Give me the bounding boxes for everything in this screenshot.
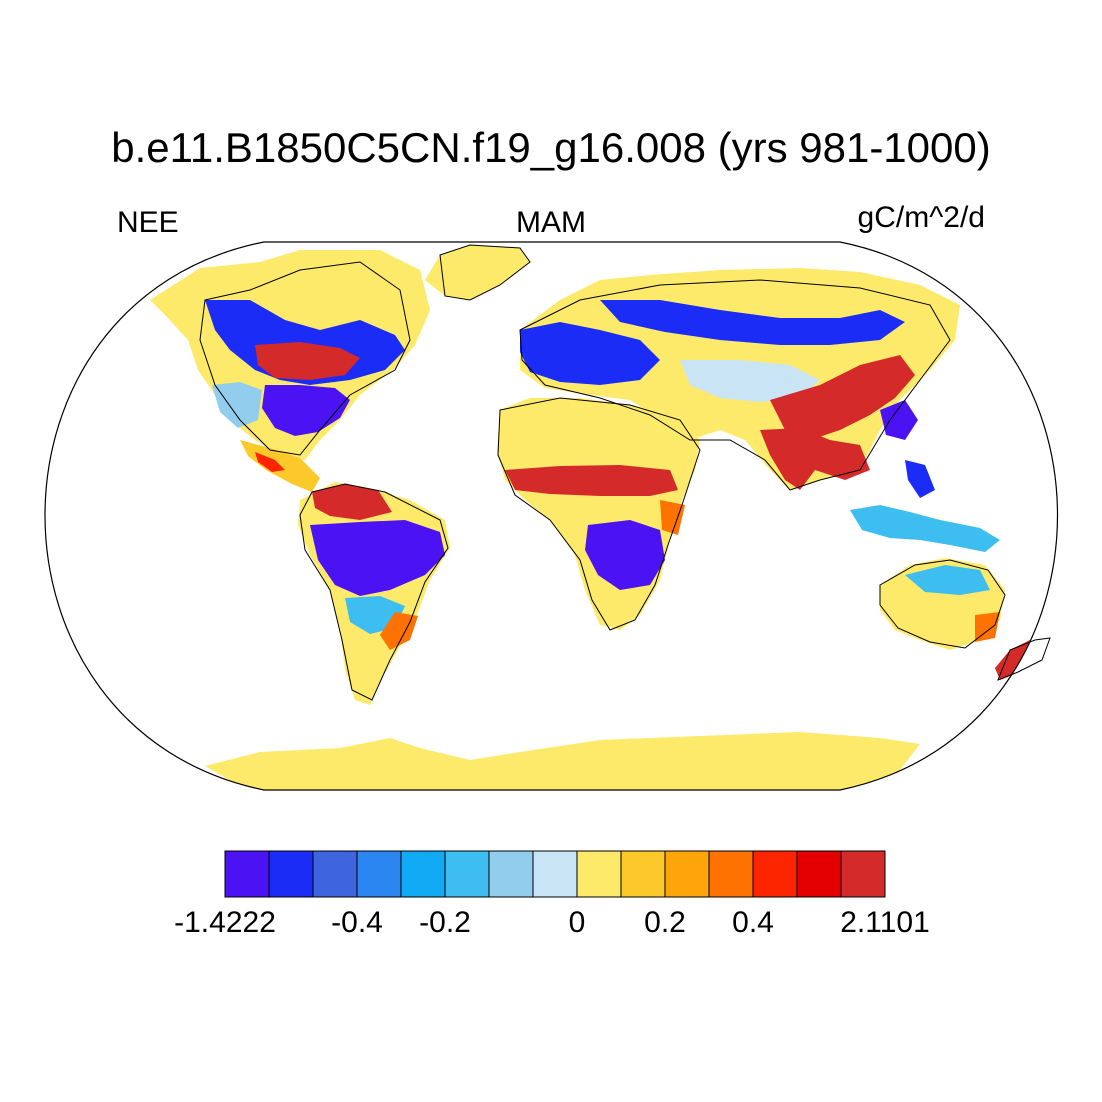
units-label: gC/m^2/d — [857, 201, 985, 234]
colorbar-tick-label: 0.2 — [644, 906, 686, 939]
colorbar-tick-label: 0.4 — [732, 906, 774, 939]
central-africa — [585, 520, 665, 590]
canada-blue — [205, 300, 405, 385]
east-us — [262, 385, 350, 436]
antarctica — [205, 732, 920, 790]
colorbar-tick-label: -1.4222 — [174, 906, 276, 939]
colorbar-box — [356, 850, 402, 898]
argentina-red — [380, 612, 418, 650]
amazon — [310, 520, 445, 596]
north-eurasia-blue — [600, 300, 905, 345]
indonesia — [850, 505, 1000, 552]
colorbar-tick-label: -0.4 — [331, 906, 383, 939]
australia-east-red — [975, 612, 1000, 642]
plot-title: b.e11.B1850C5CN.f19_g16.008 (yrs 981-100… — [111, 124, 991, 171]
colorbar-box — [840, 850, 886, 898]
colorbar-box — [400, 850, 446, 898]
colorbar-box — [532, 850, 578, 898]
central-asia-light — [680, 360, 820, 402]
east-asia-blue — [880, 400, 918, 440]
colorbar-box — [444, 850, 490, 898]
australia-north-blue — [905, 565, 990, 595]
colorbar-box — [488, 850, 534, 898]
colorbar-box — [576, 850, 622, 898]
greenland — [425, 245, 530, 300]
colorbar-box — [796, 850, 842, 898]
colorbar-box — [752, 850, 798, 898]
north-south-america-red — [312, 484, 392, 520]
colorbar-tick-label: -0.2 — [419, 906, 471, 939]
philippines — [905, 460, 935, 498]
central-america-red — [255, 452, 285, 472]
colorbar-tick-label: 0 — [568, 906, 586, 939]
colorbar-box — [664, 850, 710, 898]
sahel — [505, 465, 678, 496]
china-red — [770, 355, 915, 440]
colorbar-box — [620, 850, 666, 898]
canada-red — [255, 342, 360, 380]
colorbar-box — [708, 850, 754, 898]
colorbar-box — [224, 850, 270, 898]
east-africa-orange — [660, 500, 685, 535]
variable-label: NEE — [117, 206, 179, 239]
globe-outline — [44, 241, 1059, 791]
season-label: MAM — [516, 206, 586, 239]
colorbar-tick-label: 2.1101 — [840, 906, 930, 939]
west-us — [212, 382, 262, 428]
colorbar-box — [312, 850, 358, 898]
colorbar-box — [268, 850, 314, 898]
coastlines — [199, 244, 1051, 701]
europe-blue — [520, 322, 660, 385]
